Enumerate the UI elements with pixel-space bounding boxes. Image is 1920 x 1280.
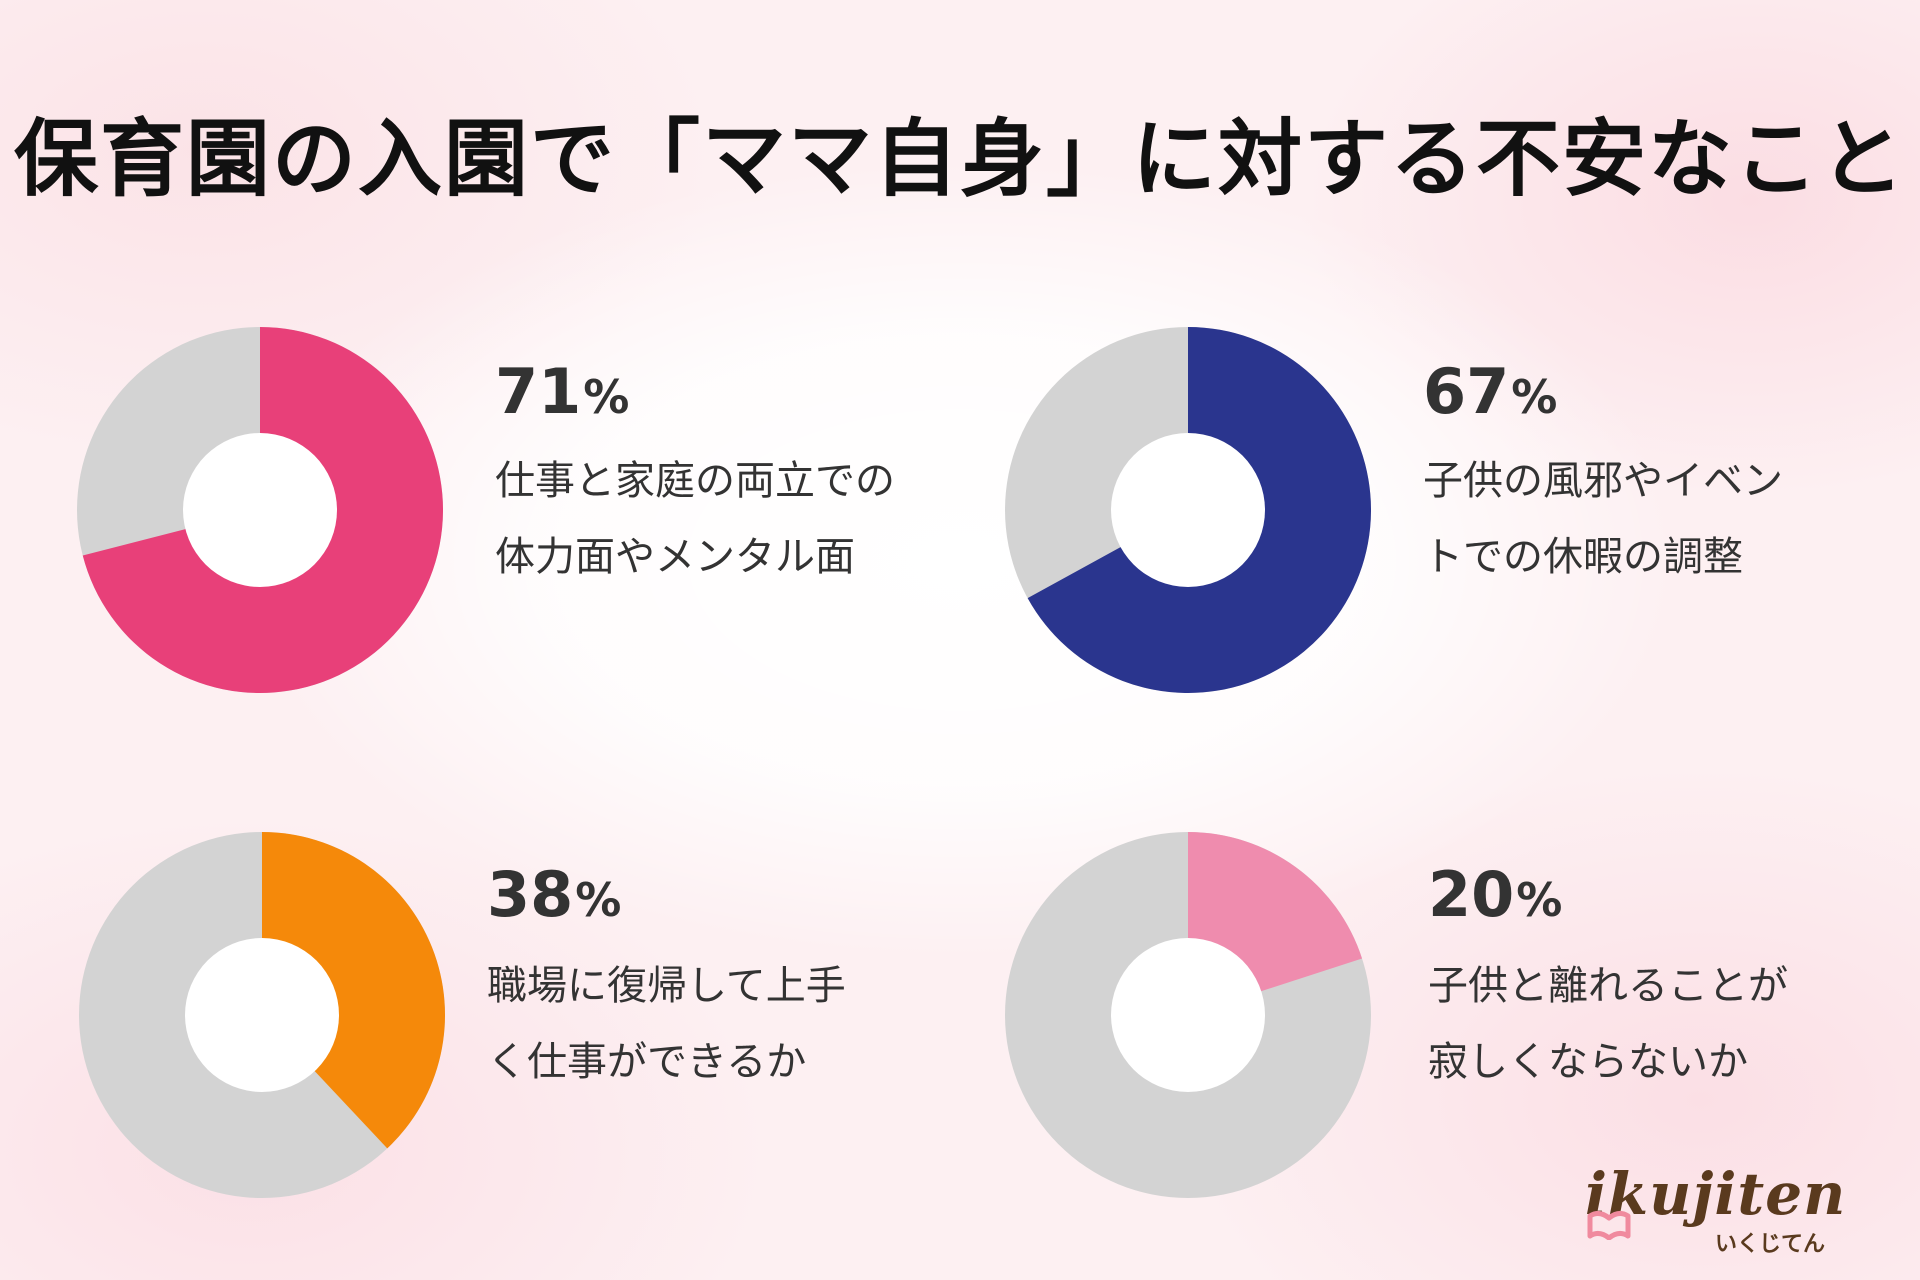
percent-label-1: 71% xyxy=(495,355,629,428)
donut-panel-4: 20% 子供と離れることが 寂しくならないか xyxy=(1003,830,1903,1200)
percent-sign: % xyxy=(583,370,630,424)
description-1: 仕事と家庭の両立での 体力面やメンタル面 xyxy=(495,443,895,595)
percent-label-2: 67% xyxy=(1423,355,1557,428)
percent-sign: % xyxy=(1516,873,1563,927)
donut-hole xyxy=(183,433,337,587)
description-4: 子供と離れることが 寂しくならないか xyxy=(1428,948,1788,1100)
percent-value-3: 38% xyxy=(487,858,622,931)
donut-panel-3: 38% 職場に復帰して上手 く仕事ができるか xyxy=(77,830,977,1200)
description-2: 子供の風邪やイベン トでの休暇の調整 xyxy=(1423,443,1783,595)
donut-chart-2 xyxy=(1005,327,1371,693)
percent-label-4: 20% xyxy=(1428,858,1562,931)
description-2-line-2: トでの休暇の調整 xyxy=(1423,534,1743,580)
percent-sign: % xyxy=(575,873,622,927)
percent-value-2: 67% xyxy=(1423,355,1558,428)
description-1-line-1: 仕事と家庭の両立での xyxy=(495,458,895,504)
donut-hole xyxy=(1111,938,1265,1092)
page-title: 保育園の入園で「ママ自身」に対する不安なこと xyxy=(13,110,1906,208)
percent-label-3: 38% xyxy=(487,858,621,931)
description-4-line-1: 子供と離れることが xyxy=(1428,963,1788,1009)
description-3: 職場に復帰して上手 く仕事ができるか xyxy=(487,948,846,1100)
donut-chart-3 xyxy=(79,832,445,1198)
donut-hole xyxy=(185,938,339,1092)
description-3-line-1: 職場に復帰して上手 xyxy=(487,963,846,1009)
description-2-line-1: 子供の風邪やイベン xyxy=(1423,458,1783,504)
percent-sign: % xyxy=(1511,370,1558,424)
donut-chart-1 xyxy=(77,327,444,693)
donut-panel-1: 71% 仕事と家庭の両立での 体力面やメンタル面 xyxy=(75,325,975,695)
description-1-line-2: 体力面やメンタル面 xyxy=(495,534,855,580)
percent-value-4: 20% xyxy=(1428,858,1563,931)
logo-kana-text: いくじてん xyxy=(1715,1232,1826,1257)
donut-panel-2: 67% 子供の風邪やイベン トでの休暇の調整 xyxy=(1003,325,1903,695)
open-book-icon xyxy=(1587,1210,1631,1240)
donut-chart-4 xyxy=(1005,832,1371,1198)
donut-hole xyxy=(1111,433,1265,587)
ikujiten-logo: ikujiten いくじてん xyxy=(1585,1160,1845,1260)
donut-value-slice xyxy=(262,832,445,1149)
description-3-line-2: く仕事ができるか xyxy=(487,1039,807,1085)
description-4-line-2: 寂しくならないか xyxy=(1428,1039,1748,1085)
percent-value-1: 71% xyxy=(495,355,630,428)
